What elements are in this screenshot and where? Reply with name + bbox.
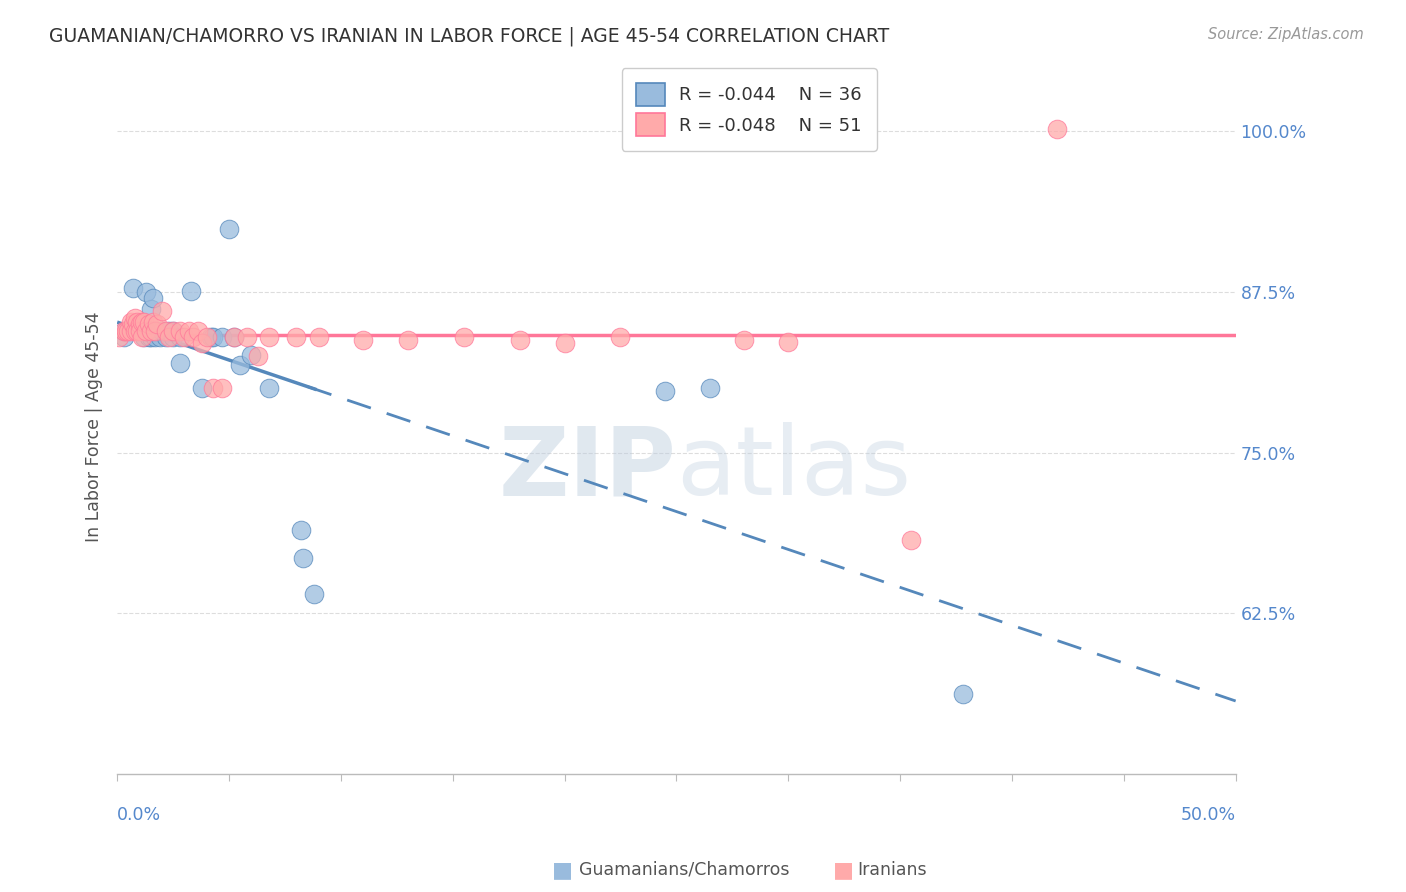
Point — [180, 284, 202, 298]
Text: atlas: atlas — [676, 422, 911, 515]
Point — [181, 330, 204, 344]
Point — [155, 330, 177, 344]
Point — [155, 324, 177, 338]
Point — [218, 222, 240, 236]
Text: ■: ■ — [834, 860, 853, 880]
Point — [139, 324, 162, 338]
Point — [211, 381, 233, 395]
Point — [146, 317, 169, 331]
Point — [1046, 122, 1069, 136]
Point — [609, 330, 631, 344]
Point — [131, 330, 153, 344]
Point — [169, 330, 191, 344]
Point — [157, 330, 180, 344]
Point — [112, 330, 135, 344]
Point — [654, 384, 676, 398]
Point — [139, 301, 162, 316]
Text: Source: ZipAtlas.com: Source: ZipAtlas.com — [1208, 27, 1364, 42]
Point — [302, 587, 325, 601]
Point — [150, 304, 173, 318]
Point — [240, 348, 263, 362]
Point — [187, 324, 209, 338]
Y-axis label: In Labor Force | Age 45-54: In Labor Force | Age 45-54 — [86, 311, 103, 542]
Point — [195, 330, 218, 344]
Point — [200, 330, 222, 344]
Text: Iranians: Iranians — [858, 861, 928, 879]
Point — [139, 330, 162, 344]
Point — [202, 330, 225, 344]
Point — [285, 330, 308, 344]
Point — [778, 335, 800, 350]
Point — [162, 330, 184, 344]
Point — [120, 324, 142, 338]
Point — [112, 324, 135, 338]
Point — [115, 324, 138, 338]
Point — [138, 330, 160, 344]
Point — [138, 324, 160, 338]
Point — [259, 330, 281, 344]
Point — [453, 330, 475, 344]
Point — [509, 333, 531, 347]
Text: GUAMANIAN/CHAMORRO VS IRANIAN IN LABOR FORCE | AGE 45-54 CORRELATION CHART: GUAMANIAN/CHAMORRO VS IRANIAN IN LABOR F… — [49, 27, 890, 46]
Point — [135, 324, 157, 338]
Point — [138, 317, 160, 331]
Point — [124, 324, 146, 338]
Text: 0.0%: 0.0% — [117, 805, 162, 824]
Point — [108, 330, 131, 344]
Point — [112, 324, 135, 338]
Point — [142, 292, 165, 306]
Point — [135, 285, 157, 299]
Text: Guamanians/Chamorros: Guamanians/Chamorros — [579, 861, 790, 879]
Point — [202, 381, 225, 395]
Point — [173, 330, 195, 344]
Point — [120, 315, 142, 329]
Point — [900, 533, 922, 547]
Point — [132, 330, 155, 344]
Point — [733, 333, 755, 347]
Point — [143, 330, 166, 344]
Point — [169, 324, 191, 338]
Text: ■: ■ — [553, 860, 572, 880]
Point — [121, 317, 143, 331]
Point — [142, 315, 165, 329]
Point — [131, 315, 153, 329]
Point — [236, 330, 259, 344]
Point — [290, 523, 312, 537]
Point — [149, 330, 172, 344]
Point — [191, 336, 214, 351]
Point — [128, 317, 150, 331]
Point — [291, 550, 314, 565]
Point — [121, 281, 143, 295]
Point — [229, 358, 252, 372]
Point — [211, 330, 233, 344]
Point — [222, 330, 245, 344]
Point — [128, 324, 150, 338]
Point — [143, 324, 166, 338]
Point — [191, 381, 214, 395]
Point — [169, 356, 191, 370]
Point — [222, 330, 245, 344]
Point — [177, 324, 200, 338]
Point — [127, 315, 149, 329]
Point — [157, 324, 180, 338]
Point — [699, 381, 721, 395]
Point — [132, 315, 155, 329]
Point — [124, 310, 146, 325]
Point — [162, 324, 184, 338]
Point — [259, 381, 281, 395]
Point — [117, 324, 139, 338]
Point — [150, 324, 173, 338]
Point — [396, 333, 419, 347]
Text: 50.0%: 50.0% — [1181, 805, 1236, 824]
Legend: R = -0.044    N = 36, R = -0.048    N = 51: R = -0.044 N = 36, R = -0.048 N = 51 — [621, 69, 876, 151]
Point — [247, 349, 270, 363]
Point — [952, 687, 974, 701]
Point — [143, 324, 166, 338]
Point — [127, 324, 149, 338]
Point — [554, 336, 576, 351]
Point — [352, 333, 374, 347]
Text: ZIP: ZIP — [499, 422, 676, 515]
Point — [162, 324, 184, 338]
Point — [308, 330, 330, 344]
